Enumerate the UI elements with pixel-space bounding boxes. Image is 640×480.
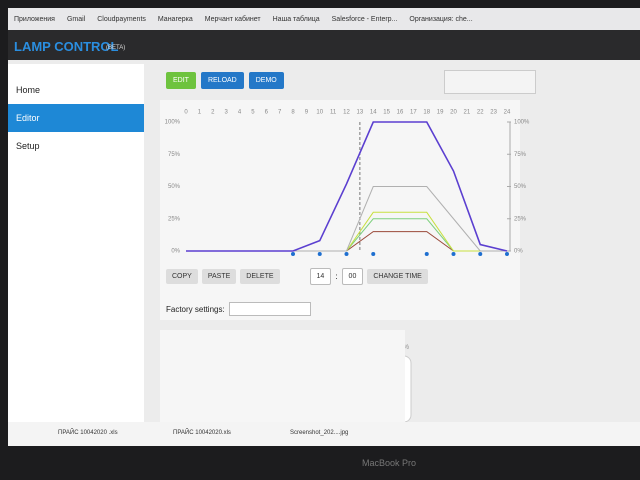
badge: (BETA) (106, 45, 126, 51)
edit-button[interactable]: EDIT (166, 72, 196, 89)
level-label-right: 0% (514, 249, 523, 255)
download[interactable]: Screenshot_202....jpg (290, 430, 349, 436)
bookmark[interactable]: Манагерка (157, 15, 193, 23)
minute-select[interactable]: 00 (341, 268, 364, 285)
series-line (186, 121, 508, 252)
hour-label: 14 (370, 110, 377, 116)
bookmark[interactable]: Gmail (66, 15, 86, 23)
time-point (424, 252, 429, 256)
edit-controls: COPY PASTE DELETE 14: 00 CHANGE TIME (166, 268, 428, 285)
hour-label: 15 (383, 110, 390, 116)
hour-label: 0 (184, 110, 188, 116)
time-point (344, 252, 349, 256)
series-line (186, 218, 507, 252)
hour-label: 5 (251, 110, 255, 116)
hour-label: 9 (305, 110, 309, 116)
series-line (186, 231, 507, 252)
demo-button[interactable]: DEMO (248, 72, 284, 89)
hour-label: 6 (265, 110, 269, 116)
nav-item[interactable]: Setup (16, 141, 40, 151)
hour-label: 22 (477, 110, 484, 116)
factory-row: Factory settings: (166, 302, 311, 316)
hour-label: 21 (464, 110, 471, 116)
download[interactable]: ПРАЙС 10042020 .xls (58, 430, 118, 436)
level-label: 100% (165, 120, 181, 126)
slider-panel (160, 330, 405, 422)
time-point (505, 252, 509, 256)
bookmark[interactable]: Наша таблица (272, 15, 320, 23)
level-label: 50% (168, 184, 181, 190)
hour-label: 19 (437, 110, 444, 116)
hour-label: 12 (343, 110, 350, 116)
hour-label: 8 (291, 110, 295, 116)
title: LAMP CONTROL (14, 39, 119, 54)
time-point (291, 252, 295, 256)
copy-button[interactable]: COPY (166, 269, 198, 284)
hour-label: 20 (450, 110, 457, 116)
level-label-right: 75% (514, 152, 527, 158)
factory-select[interactable] (228, 302, 311, 316)
header: LAMP CONTROL (BETA) (8, 30, 640, 60)
hour-label: 13 (357, 110, 364, 116)
bezel-label: MacBook Pro (362, 458, 417, 468)
level-label: 0% (171, 249, 180, 255)
delete-button[interactable]: DELETE (240, 269, 280, 284)
time-point (478, 252, 483, 256)
hour-label: 4 (238, 110, 242, 116)
bookmark[interactable]: Организация: che... (409, 15, 473, 23)
hour-select[interactable]: 14 (309, 268, 332, 285)
hour-label: 24 (504, 110, 511, 116)
level-label: 25% (168, 216, 181, 222)
download[interactable]: ПРАЙС 10042020.xls (173, 430, 231, 436)
bookmark[interactable]: Cloudpayments (97, 15, 146, 23)
downloads-bar: ПРАЙС 10042020 .xls ПРАЙС 10042020.xls S… (8, 422, 640, 446)
nav-item[interactable]: Editor (8, 104, 144, 132)
hour-label: 7 (278, 110, 282, 116)
level-label-right: 25% (514, 216, 527, 222)
hour-label: 3 (224, 110, 228, 116)
level-label-right: 100% (514, 120, 530, 126)
time-point (317, 252, 322, 256)
bookmark[interactable]: Мерчант кабинет (204, 15, 261, 23)
status-box (444, 70, 536, 94)
hour-label: 10 (316, 110, 323, 116)
bookmark[interactable]: Приложения (14, 15, 55, 23)
level-label-right: 50% (514, 184, 527, 190)
series-line (186, 211, 507, 252)
time-point (371, 252, 376, 256)
reload-button[interactable]: RELOAD (200, 72, 244, 89)
hour-label: 23 (490, 110, 497, 116)
hour-label: 16 (397, 110, 404, 116)
toolbar: EDIT RELOAD DEMO (166, 72, 284, 89)
bookmark[interactable]: Salesforce - Enterp... (331, 15, 398, 23)
hour-label: 18 (423, 110, 430, 116)
level-label: 75% (168, 152, 181, 158)
hour-label: 11 (330, 110, 337, 116)
change-time-button[interactable]: CHANGE TIME (367, 269, 428, 284)
hour-label: 17 (410, 110, 417, 116)
factory-label: Factory settings: (166, 304, 225, 314)
sidebar: Home Editor Setup (8, 64, 144, 422)
series-line (186, 186, 507, 252)
bookmarks-bar: Приложения Gmail Cloudpayments Манагерка Мер… (8, 8, 640, 30)
hour-label: 1 (198, 110, 202, 116)
paste-button[interactable]: PASTE (201, 269, 237, 284)
hour-label: 2 (211, 110, 215, 116)
time-point (451, 252, 456, 256)
nav-item[interactable]: Home (16, 85, 41, 95)
